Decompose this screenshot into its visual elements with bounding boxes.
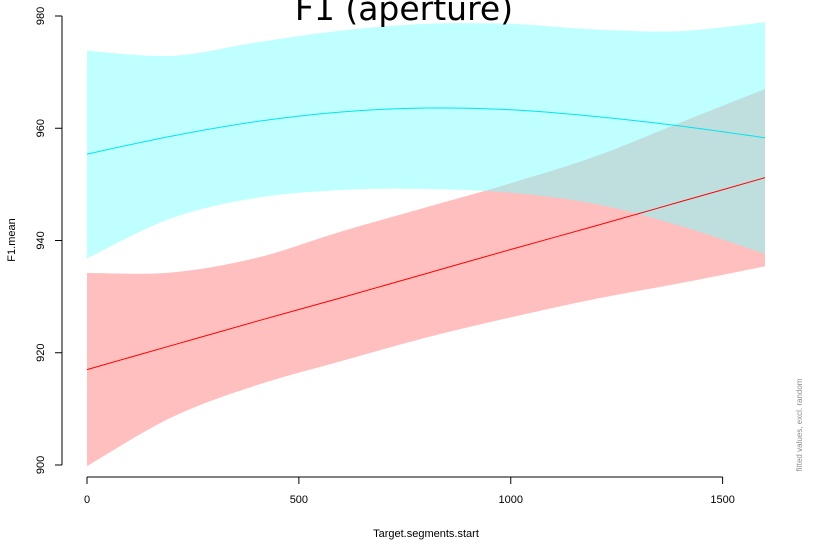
x-tick-label: 1500	[710, 494, 734, 506]
y-tick-label: 960	[35, 119, 47, 137]
x-tick-label: 0	[84, 494, 90, 506]
x-tick-label: 500	[290, 494, 308, 506]
fitted-lines	[86, 107, 766, 371]
y-tick-label: 920	[35, 344, 47, 362]
x-axis-ticks: 0 500 1000 1500	[84, 477, 735, 506]
y-tick-label: 980	[35, 7, 47, 25]
x-tick-label: 1000	[499, 494, 523, 506]
confidence-band-2	[87, 22, 765, 259]
chart-title: F1 (aperture)	[295, 0, 513, 28]
y-tick-label: 940	[35, 231, 47, 249]
fit-line-1	[86, 177, 766, 371]
side-note: fitted values, excl. random	[795, 378, 804, 471]
y-axis-ticks: 900 920 940 960 980	[35, 7, 62, 474]
confidence-bands	[87, 22, 765, 467]
x-axis-title: Target.segments.start	[373, 528, 479, 540]
y-tick-label: 900	[35, 456, 47, 474]
y-axis-title: F1.mean	[6, 218, 18, 261]
fit-line-2	[86, 107, 766, 155]
